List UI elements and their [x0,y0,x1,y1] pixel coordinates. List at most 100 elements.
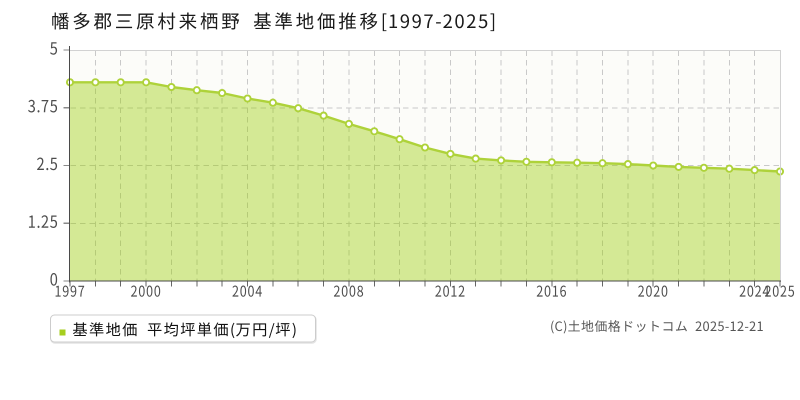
data-point-marker [446,149,455,158]
data-point-marker [547,158,556,167]
glyph [50,100,58,113]
glyph [72,322,88,336]
data-point-marker [344,119,353,128]
glyph [490,13,495,32]
chart-title-glyphs [52,12,495,32]
glyph [78,285,85,297]
glyph [400,14,410,29]
glyph [50,42,58,55]
glyph [296,12,314,30]
glyph [106,322,121,337]
x-tick-label [333,285,364,297]
glyph [275,322,290,337]
data-point-marker [649,161,658,170]
glyph [772,285,779,297]
x-tick-label [764,285,795,297]
glyph [737,321,744,331]
glyph [412,14,421,29]
glyph [200,12,218,30]
glyph [788,285,795,297]
glyph [436,22,441,24]
glyph [180,322,195,337]
glyph [147,323,162,337]
glyph [661,285,668,297]
glyph [275,12,292,30]
glyph [317,12,335,30]
legend-label-glyphs [72,322,296,339]
data-point-marker [725,164,734,173]
glyph [764,285,771,297]
glyph [50,273,58,286]
y-tick-label [28,99,58,113]
glyph [757,321,763,331]
glyph [138,285,145,297]
copyright [551,320,763,334]
glyph [37,110,40,113]
glyph [389,14,398,29]
glyph [747,285,754,297]
data-point-marker [218,88,227,98]
glyph [157,12,176,30]
glyph [435,285,442,297]
glyph [551,320,554,334]
glyph [333,285,340,297]
copyright-glyphs [551,320,763,334]
legend-marker-icon [59,329,66,336]
glyph [338,12,356,30]
data-point-marker [420,143,430,152]
glyph [253,323,267,337]
data-point-marker [319,111,328,120]
chart-title [52,12,495,32]
glyph [730,321,736,331]
glyph [536,285,543,297]
glyph [560,285,566,297]
data-point-marker [573,158,582,167]
glyph [594,320,607,332]
data-point-marker [623,160,632,169]
glyph [341,285,348,297]
glyph [717,321,724,332]
data-point-marker [699,163,708,172]
glyph [255,285,262,297]
glyph [122,322,137,337]
glyph [424,14,433,29]
data-point-marker [522,157,531,166]
glyph [231,322,235,339]
glyph [725,326,729,328]
x-tick-label [232,285,262,297]
glyph [164,322,178,337]
data-point-marker [268,98,277,107]
glyph [70,285,77,297]
glyph [652,321,659,332]
data-point-marker [598,159,607,168]
glyph [253,12,271,29]
glyph [62,285,69,297]
glyph [221,13,240,30]
glyph [563,320,567,334]
glyph [50,157,58,171]
data-point-marker [370,127,379,136]
x-tick-label [435,285,465,297]
glyph [455,14,464,29]
axes [63,46,781,287]
glyph [349,285,356,297]
glyph [131,285,137,297]
glyph [382,13,387,32]
glyph [50,215,58,228]
glyph [638,285,645,297]
glyph [89,322,104,337]
data-point-marker [243,94,252,103]
x-axis-labels [55,285,795,297]
glyph [268,323,275,338]
glyph [749,321,756,331]
glyph [552,285,558,297]
data-point-marker [116,78,125,87]
data-point-marker [192,86,201,95]
glyph [555,321,563,332]
x-tick-label [55,285,85,297]
y-tick-label [28,215,58,228]
glyph [236,323,250,337]
glyph [240,285,247,297]
glyph [136,13,154,30]
glyph [695,321,702,331]
